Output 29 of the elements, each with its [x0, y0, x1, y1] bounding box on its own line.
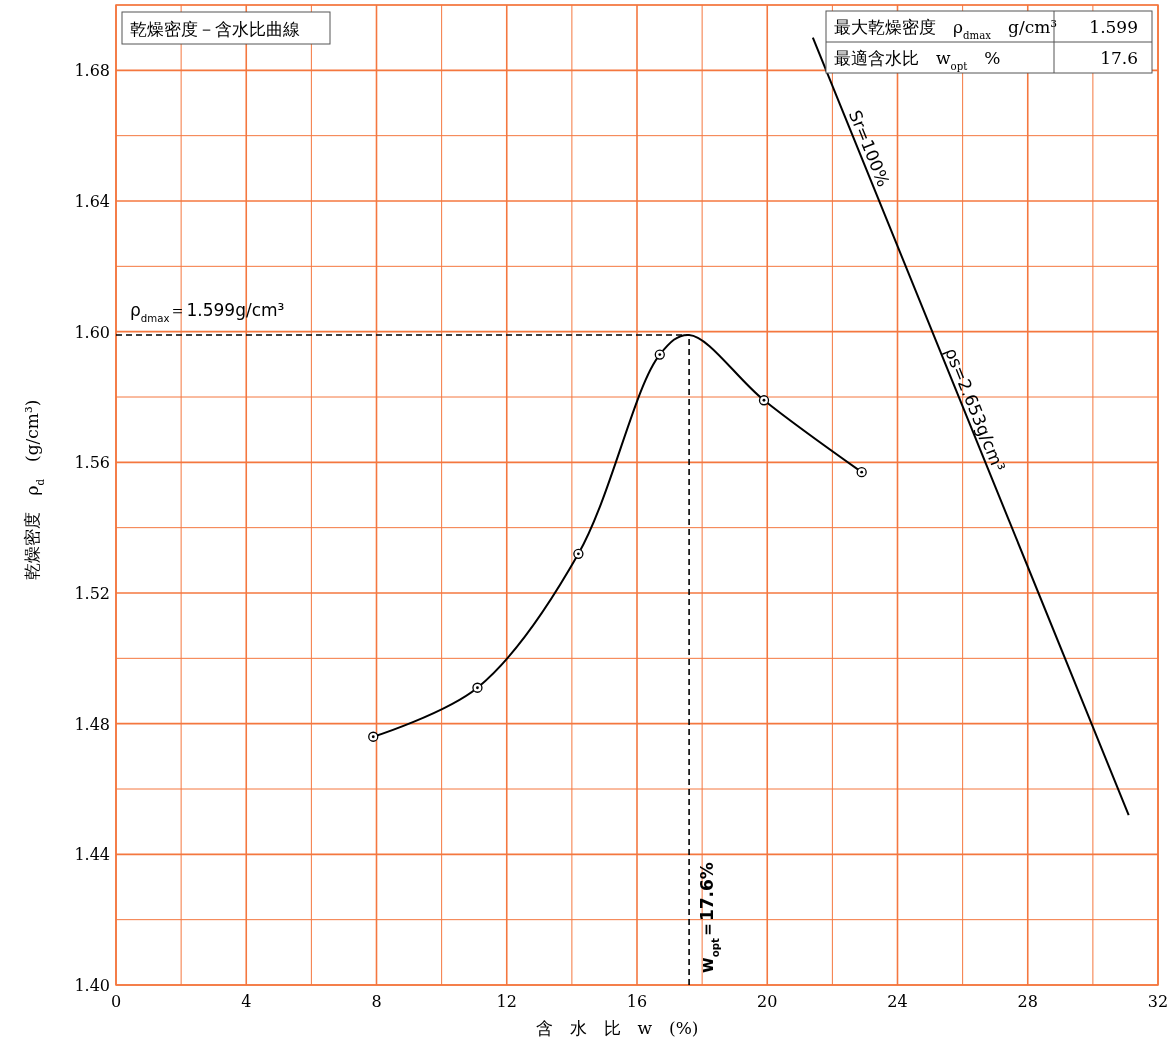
- x-tick-label: 12: [496, 992, 517, 1011]
- text: 乾燥密度－含水比曲線: [130, 19, 300, 39]
- x-tick-label: 24: [887, 992, 908, 1011]
- annotation: 1.599: [1089, 17, 1138, 37]
- text: 最適含水比 w$_{opt}$ %: [834, 48, 1001, 72]
- x-tick-label: 32: [1147, 992, 1169, 1011]
- x-tick-label: 20: [757, 992, 778, 1011]
- x-axis-title: 含 水 比 w (%): [535, 1018, 699, 1038]
- annotation: 17.6: [1100, 48, 1138, 68]
- y-tick-label: 1.68: [74, 61, 110, 81]
- y-tick-label: 1.60: [74, 322, 110, 342]
- y-tick-label: 1.52: [74, 584, 110, 603]
- y-tick-label: 1.56: [74, 453, 110, 473]
- y-tick-label: 1.44: [74, 845, 110, 865]
- point: [472, 682, 483, 693]
- point: [654, 349, 665, 360]
- x-tick-label: 8: [371, 992, 382, 1011]
- point: [573, 548, 584, 559]
- x-tick-label: 4: [241, 992, 252, 1011]
- point: [368, 731, 379, 742]
- y-tick-label: 1.40: [74, 976, 110, 995]
- x-tick-label: 0: [110, 992, 122, 1011]
- text: 最大乾燥密度 ρ$_{dmax}$ g/cm³: [834, 17, 1058, 41]
- point: [758, 395, 770, 406]
- x-tick-label: 16: [626, 992, 648, 1011]
- y-tick-label: 1.48: [74, 714, 110, 734]
- x-tick-label: 28: [1017, 992, 1038, 1011]
- point: [856, 466, 867, 478]
- y-tick-label: 1.64: [74, 192, 110, 211]
